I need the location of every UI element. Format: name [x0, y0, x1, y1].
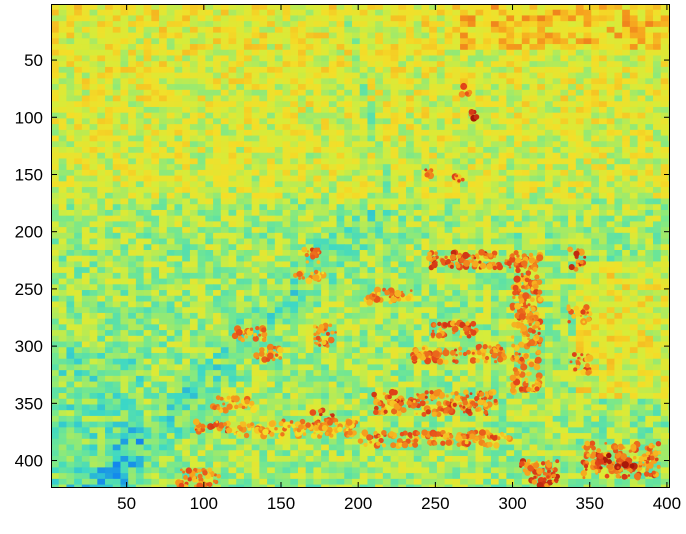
- y-tick-label: 400: [15, 452, 43, 471]
- x-tick-label: 50: [117, 494, 136, 513]
- y-tick-label: 50: [24, 51, 43, 70]
- x-tick-label: 100: [190, 494, 218, 513]
- x-tick-label: 400: [653, 494, 681, 513]
- x-tick-label: 350: [576, 494, 604, 513]
- x-tick-label: 150: [267, 494, 295, 513]
- x-tick-label: 250: [421, 494, 449, 513]
- y-tick-label: 100: [15, 108, 43, 127]
- x-tick-label: 200: [344, 494, 372, 513]
- y-tick-label: 200: [15, 223, 43, 242]
- y-tick-label: 250: [15, 280, 43, 299]
- x-tick-label: 300: [498, 494, 526, 513]
- heatmap-image: [51, 4, 677, 491]
- y-tick-label: 150: [15, 165, 43, 184]
- y-tick-label: 350: [15, 394, 43, 413]
- y-tick-label: 300: [15, 337, 43, 356]
